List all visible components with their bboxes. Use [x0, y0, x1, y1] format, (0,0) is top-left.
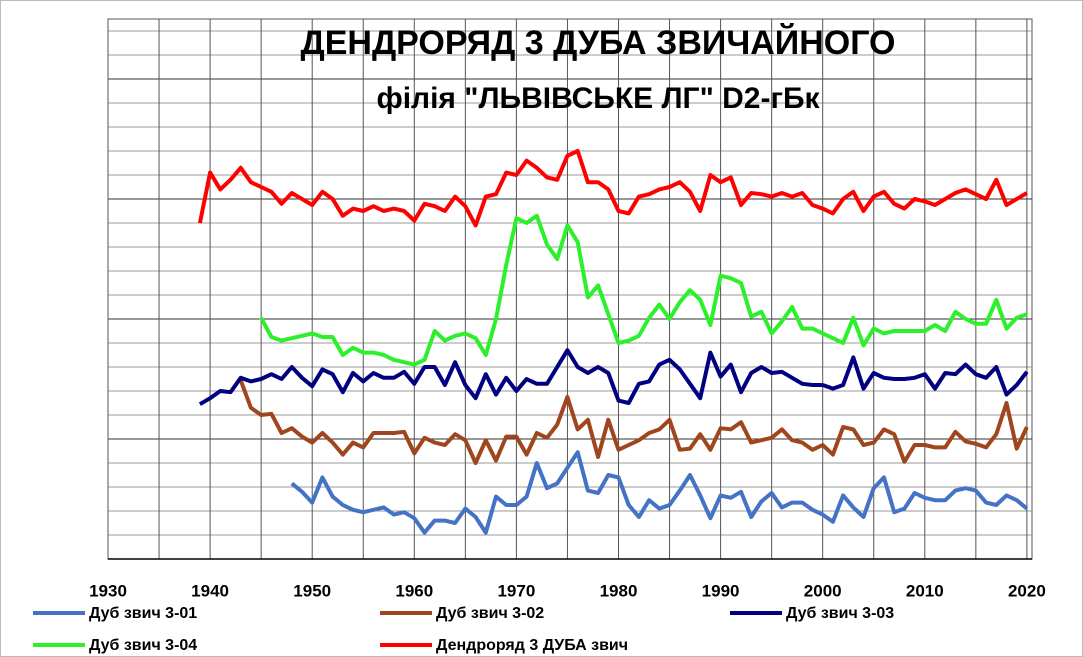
x-tick-label: 2000 [804, 581, 842, 600]
x-tick-label: 1960 [395, 581, 433, 600]
series-line [290, 450, 1029, 535]
chart-title: ДЕНДРОРЯД 3 ДУБА ЗВИЧАЙНОГО [300, 23, 895, 62]
x-tick-label: 1930 [89, 581, 127, 600]
series-line [197, 149, 1028, 228]
x-tick-label: 1940 [191, 581, 229, 600]
legend-label: Дуб звич 3-03 [786, 605, 894, 622]
legend-label: Дуб звич 3-04 [89, 637, 197, 654]
legend-label: Дуб звич 3-01 [89, 605, 197, 622]
x-tick-label: 1990 [702, 581, 740, 600]
x-tick-label: 2010 [906, 581, 944, 600]
x-tick-label: 2020 [1008, 581, 1046, 600]
x-tick-label: 1950 [293, 581, 331, 600]
series-line [259, 213, 1028, 367]
chart-subtitle: філія "ЛЬВІВСЬКЕ ЛГ" D2-гБк [376, 82, 820, 115]
legend-label: Дуб звич 3-02 [436, 605, 544, 622]
x-tick-label: 1970 [497, 581, 535, 600]
series-line [238, 379, 1029, 465]
legend-label: Дендроряд 3 ДУБА звич [436, 637, 628, 654]
x-tick-label: 1980 [600, 581, 638, 600]
series-line [198, 348, 1029, 406]
